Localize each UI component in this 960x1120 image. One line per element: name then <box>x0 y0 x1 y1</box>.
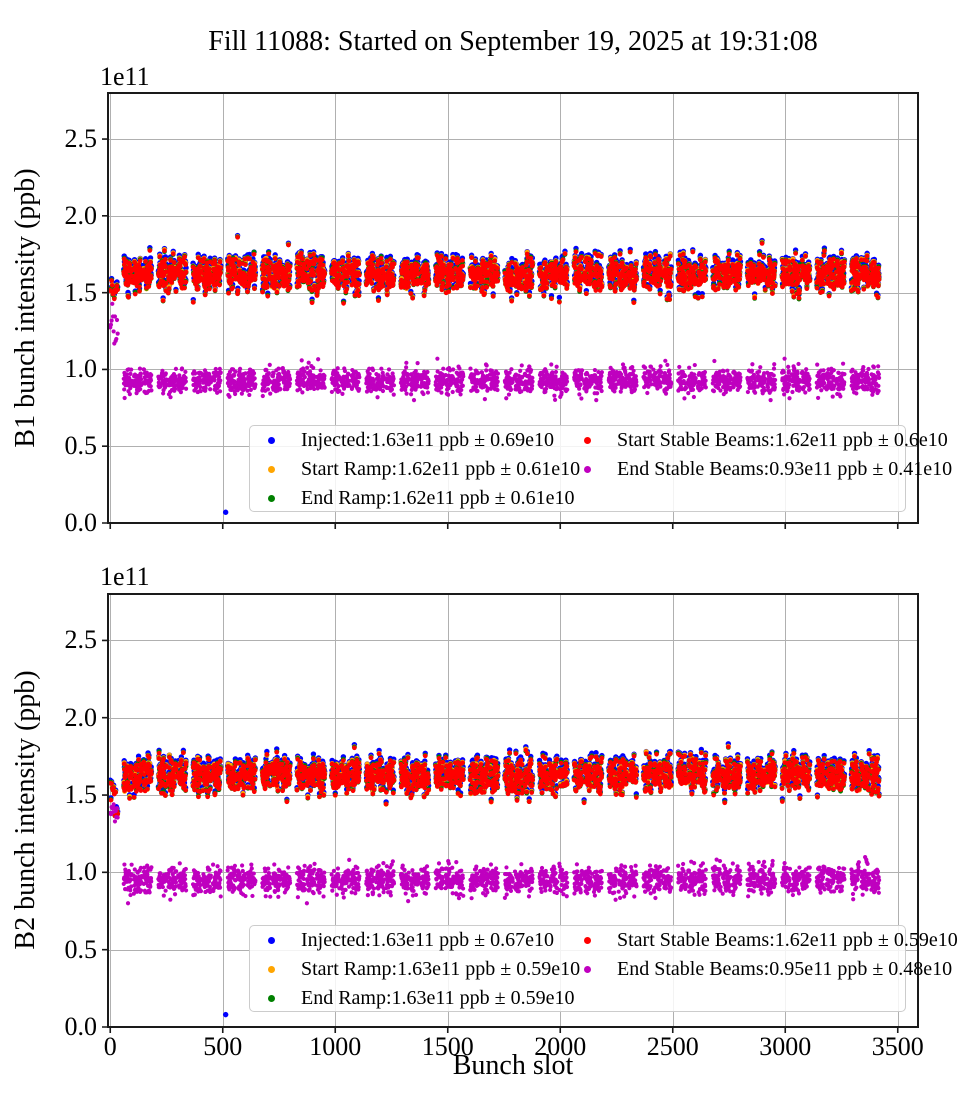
legend-label-start-ramp: Start Ramp:1.63e11 ppb ± 0.59e10 <box>301 958 581 980</box>
x-tick-label: 1000 <box>309 1032 362 1061</box>
legend-label-start-stable-beams: Start Stable Beams:1.62e11 ppb ± 0.6e10 <box>617 429 948 451</box>
y-tick-label: 0.5 <box>64 431 98 461</box>
y-tick-label: 2.5 <box>64 124 98 154</box>
b1-legend: Injected:1.63e11 ppb ± 0.69e10 Start Ramp… <box>249 425 952 513</box>
y-tick-label: 1.5 <box>64 780 98 810</box>
legend-entry-start-stable-beams: Start Stable Beams:1.62e11 ppb ± 0.6e10 <box>584 426 948 455</box>
legend-label-injected: Injected:1.63e11 ppb ± 0.69e10 <box>301 429 554 451</box>
legend-entry-end-ramp: End Ramp:1.62e11 ppb ± 0.61e10 <box>268 484 575 513</box>
legend-marker-end-stable-beams-icon <box>584 966 591 973</box>
legend-entry-start-ramp: Start Ramp:1.63e11 ppb ± 0.59e10 <box>268 955 580 984</box>
legend-marker-injected-icon <box>268 437 275 444</box>
x-tick-label: 0 <box>103 1032 117 1061</box>
legend-marker-end-stable-beams-icon <box>584 466 591 473</box>
legend-label-start-ramp: Start Ramp:1.62e11 ppb ± 0.61e10 <box>301 458 581 480</box>
legend-label-end-stable-beams: End Stable Beams:0.95e11 ppb ± 0.48e10 <box>617 958 953 980</box>
x-tick-label: 1500 <box>421 1032 474 1061</box>
x-tick-label: 2500 <box>646 1032 699 1061</box>
legend-marker-start-stable-beams-icon <box>584 937 591 944</box>
legend-entry-end-stable-beams: End Stable Beams:0.93e11 ppb ± 0.41e10 <box>584 455 952 484</box>
legend-label-end-stable-beams: End Stable Beams:0.93e11 ppb ± 0.41e10 <box>617 458 953 480</box>
b2-legend: Injected:1.63e11 ppb ± 0.67e10 Start Ramp… <box>249 925 958 1013</box>
legend-marker-end-ramp-icon <box>268 995 275 1002</box>
y-tick-label: 0.0 <box>64 508 98 537</box>
legend-label-end-ramp: End Ramp:1.62e11 ppb ± 0.61e10 <box>301 487 575 509</box>
y-tick-label: 2.0 <box>64 200 98 230</box>
legend-entry-start-ramp: Start Ramp:1.62e11 ppb ± 0.61e10 <box>268 455 580 484</box>
legend-marker-start-ramp-icon <box>268 966 275 973</box>
legend-entry-injected: Injected:1.63e11 ppb ± 0.69e10 <box>268 426 554 455</box>
y-tick-label: 1.0 <box>64 857 98 887</box>
legend-entry-start-stable-beams: Start Stable Beams:1.62e11 ppb ± 0.59e10 <box>584 926 958 955</box>
legend-label-start-stable-beams: Start Stable Beams:1.62e11 ppb ± 0.59e10 <box>617 929 958 951</box>
y-tick-label: 1.5 <box>64 277 98 307</box>
x-tick-label: 500 <box>203 1032 243 1061</box>
y-tick-label: 0.5 <box>64 934 98 964</box>
x-tick-label: 2000 <box>534 1032 587 1061</box>
x-tick-label: 3500 <box>871 1032 924 1061</box>
legend-label-end-ramp: End Ramp:1.63e11 ppb ± 0.59e10 <box>301 987 575 1009</box>
legend-marker-end-ramp-icon <box>268 495 275 502</box>
legend-entry-end-ramp: End Ramp:1.63e11 ppb ± 0.59e10 <box>268 984 575 1013</box>
legend-entry-end-stable-beams: End Stable Beams:0.95e11 ppb ± 0.48e10 <box>584 955 952 984</box>
legend-marker-injected-icon <box>268 937 275 944</box>
legend-entry-injected: Injected:1.63e11 ppb ± 0.67e10 <box>268 926 554 955</box>
y-tick-label: 1.0 <box>64 354 98 384</box>
legend-marker-start-ramp-icon <box>268 466 275 473</box>
y-tick-label: 2.5 <box>64 625 98 655</box>
y-tick-label: 2.0 <box>64 702 98 732</box>
x-tick-label: 3000 <box>759 1032 812 1061</box>
legend-label-injected: Injected:1.63e11 ppb ± 0.67e10 <box>301 929 554 951</box>
x-axis-label: Bunch slot <box>452 1050 574 1081</box>
b2-axis-offset-label: 1e11 <box>100 562 150 591</box>
b1-axis-offset-label: 1e11 <box>100 62 150 91</box>
figure-title: Fill 11088: Started on September 19, 202… <box>208 26 818 57</box>
y-tick-label: 0.0 <box>64 1012 98 1041</box>
legend-marker-start-stable-beams-icon <box>584 437 591 444</box>
